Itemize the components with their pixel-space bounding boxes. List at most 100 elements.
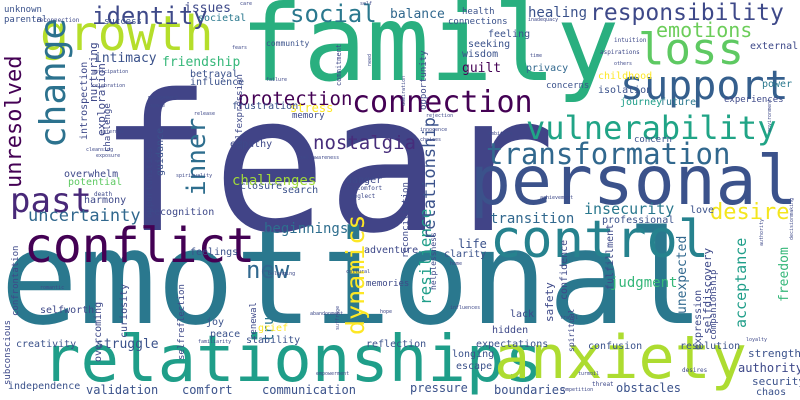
word-cultural: cultural xyxy=(346,269,371,275)
word-anxiety: anxiety xyxy=(494,323,747,393)
word-exposure: exposure xyxy=(96,153,121,159)
word-curiosity: curiosity xyxy=(119,283,130,338)
word-fear: fear xyxy=(98,54,556,275)
word-care: care xyxy=(240,1,253,7)
word-desires: desires xyxy=(682,367,708,374)
word-internal: internal xyxy=(100,129,125,135)
word-feelings: feelings xyxy=(190,247,239,258)
word-struggle: struggle xyxy=(96,337,159,352)
word-past: past xyxy=(10,181,92,221)
word-belonging: belonging xyxy=(268,271,296,277)
word-hope: hope xyxy=(380,309,393,315)
word-betrayal: betrayal xyxy=(190,69,239,80)
word-balance: balance xyxy=(390,7,445,22)
word-confidence: confidence xyxy=(559,239,570,300)
word-comfort: comfort xyxy=(182,383,233,397)
word-relationship: relationship xyxy=(420,117,440,240)
word-freedom: freedom xyxy=(777,247,792,302)
word-resolution: resolution xyxy=(680,341,741,352)
word-management: management xyxy=(148,95,179,101)
word-support: support xyxy=(620,63,789,109)
word-unresolved: unresolved xyxy=(2,55,27,188)
word-self: self xyxy=(360,1,373,7)
word-challenges: challenges xyxy=(232,173,317,189)
word-authority: authority xyxy=(738,361,800,375)
word-selfreflection: selfreflection xyxy=(177,284,187,360)
word-companionship: companionship xyxy=(709,269,719,340)
word-subconscious: subconscious xyxy=(3,319,13,385)
word-harmony: harmony xyxy=(84,195,127,206)
word-memories: memories xyxy=(366,279,410,289)
word-wisdom: wisdom xyxy=(462,49,499,60)
word-journey: journey xyxy=(620,97,663,108)
word-clarity: clarity xyxy=(444,249,487,260)
word-intimacy: intimacy xyxy=(94,51,157,66)
word-confusion: confusion xyxy=(588,341,643,352)
word-security: security xyxy=(752,375,800,388)
word-chaos: chaos xyxy=(756,387,787,398)
word-social: social xyxy=(290,0,377,28)
word-escape: escape xyxy=(456,361,493,372)
word-intuition: intuition xyxy=(614,37,647,44)
word-romantic: romantic xyxy=(40,285,65,291)
word-validation: validation xyxy=(86,383,159,397)
word-danger: danger xyxy=(346,175,383,186)
word-reconnection: reconnection xyxy=(36,17,80,24)
word-love: love xyxy=(690,205,715,216)
word-lack: lack xyxy=(510,309,535,320)
word-uncertainty: uncertainty xyxy=(28,206,141,226)
word-connection: connection xyxy=(352,85,533,120)
word-parental: parental xyxy=(4,15,48,25)
word-loss: loss xyxy=(638,24,744,75)
word-childhood: childhood xyxy=(598,71,653,82)
word-influence: influence xyxy=(190,77,245,88)
word-stability: stability xyxy=(246,335,301,346)
word-home: home xyxy=(450,261,463,267)
word-responsibility: responsibility xyxy=(590,0,784,26)
word-neglect: neglect xyxy=(350,193,376,200)
word-innocence: innocence xyxy=(420,127,448,133)
word-confrontation: confrontation xyxy=(11,245,21,316)
word-creativity: creativity xyxy=(16,339,77,350)
word-spirituality: spirituality xyxy=(176,173,213,179)
word-acceptance: acceptance xyxy=(732,237,750,328)
word-stress: stress xyxy=(290,101,334,115)
word-longing: longing xyxy=(452,349,495,360)
word-connections: connections xyxy=(448,17,508,27)
word-change: change xyxy=(33,17,74,148)
word-commitment: commitment xyxy=(335,43,343,86)
word-unexpected: unexpected xyxy=(675,235,690,314)
word-emotional: emotional xyxy=(0,202,705,354)
word-concerns: concerns xyxy=(546,81,590,91)
word-decisionmaking: decisionmaking xyxy=(789,197,795,240)
word-admiration: admiration xyxy=(401,75,407,106)
word-unknown: unknown xyxy=(4,5,42,15)
word-need: need xyxy=(367,53,373,66)
word-threat: threat xyxy=(592,381,614,388)
word-feeling: feeling xyxy=(488,29,531,40)
word-transformation: transformation xyxy=(486,137,731,171)
word-rejection: rejection xyxy=(426,113,454,119)
word-power: power xyxy=(762,79,793,90)
word-selfworth: selfworth xyxy=(40,305,95,316)
word-issues: issues xyxy=(184,1,231,16)
word-isolation: isolation xyxy=(598,85,653,96)
word-reconciliation: reconciliation xyxy=(401,182,411,258)
word-independence: independence xyxy=(8,381,81,392)
word-fears: fears xyxy=(232,45,248,51)
word-empathy: empathy xyxy=(230,139,273,150)
word-memory: memory xyxy=(292,111,325,121)
word-strength: strength xyxy=(748,347,800,360)
word-travel: travel xyxy=(560,315,579,321)
word-joy: joy xyxy=(206,317,225,328)
word-obstacles: obstacles xyxy=(616,381,682,395)
word-closure: closure xyxy=(240,181,283,192)
word-turmoil: turmoil xyxy=(578,371,600,377)
word-celebration: celebration xyxy=(92,83,126,89)
word-opportunity: opportunity xyxy=(419,50,429,110)
word-growth: growth xyxy=(40,6,214,62)
word-guilt: guilt xyxy=(462,61,502,76)
word-death: death xyxy=(94,191,113,198)
word-desire: desire xyxy=(710,200,790,225)
word-privacy: privacy xyxy=(526,63,569,74)
